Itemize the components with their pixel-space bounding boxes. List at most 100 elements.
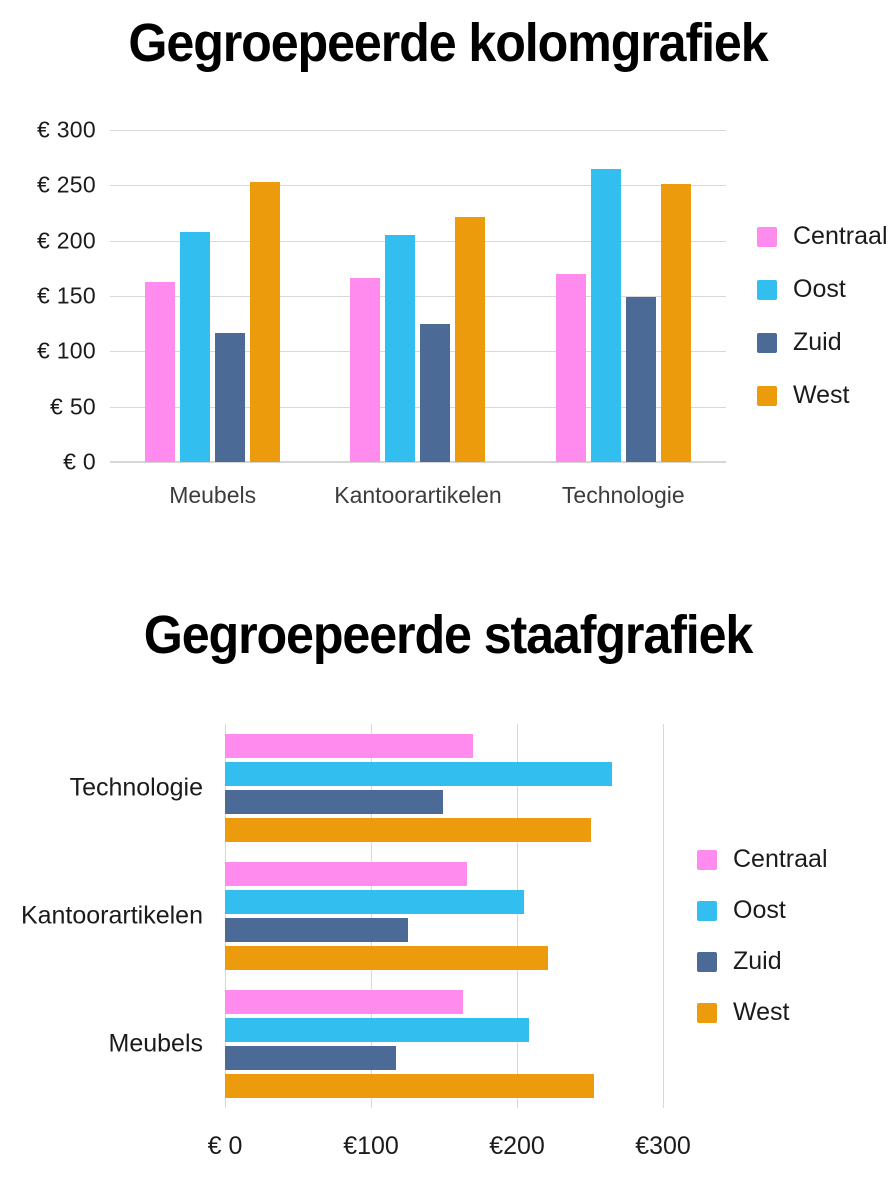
column-bar[interactable] [180, 231, 211, 462]
column-bar[interactable] [215, 332, 246, 462]
column-group-meubels: Meubels [110, 130, 315, 508]
horizontal-bar[interactable] [225, 734, 474, 758]
column-bar[interactable] [555, 273, 586, 462]
legend-swatch-icon [757, 226, 777, 247]
bar-plot-area: € 0 €100 €200 €300 Technologie Kantoorartikel… [21, 724, 691, 1160]
legend-item-label: West [733, 998, 790, 1026]
x-axis-category-label: Technologie [561, 482, 685, 508]
column-legend-item-zuid[interactable]: Zuid [757, 328, 888, 357]
column-bar[interactable] [385, 235, 416, 462]
legend-item-label: Oost [733, 896, 786, 924]
bar-row [225, 734, 663, 758]
horizontal-bar[interactable] [225, 946, 548, 970]
y-axis-category-label: Technologie [69, 773, 203, 802]
column-bar[interactable] [145, 281, 176, 462]
y-axis-category-label: Kantoorartikelen [20, 901, 203, 930]
column-bar[interactable] [660, 184, 691, 462]
bar-legend-item-centraal[interactable]: Centraal [697, 845, 828, 874]
column-chart-legend: Centraal Oost Zuid West [757, 222, 888, 434]
column-bar[interactable] [625, 297, 656, 462]
column-group-kantoorartikelen: Kantoorartikelen [315, 130, 520, 508]
bar-row [225, 990, 663, 1014]
legend-item-label: Zuid [793, 328, 842, 356]
horizontal-bar[interactable] [225, 918, 408, 942]
column-bar[interactable] [250, 182, 281, 462]
x-axis-tick-label: €100 [343, 1132, 399, 1160]
gridline [110, 185, 726, 187]
x-axis-tick-label: € 0 [207, 1132, 243, 1160]
horizontal-bar[interactable] [225, 862, 468, 886]
x-axis-category-label: Meubels [169, 482, 257, 508]
y-axis-tick-label: € 0 [63, 448, 96, 475]
bar-row [225, 762, 663, 786]
legend-item-label: West [793, 381, 850, 409]
bar-row [225, 1046, 663, 1070]
horizontal-bar[interactable] [225, 990, 463, 1014]
column-bar[interactable] [350, 278, 381, 462]
bar-row [225, 890, 663, 914]
bar-row [225, 946, 663, 970]
horizontal-bar[interactable] [225, 1046, 396, 1070]
y-axis-tick-label: € 200 [36, 227, 96, 254]
gridline [371, 724, 372, 1108]
legend-swatch-icon [757, 385, 777, 406]
column-bar[interactable] [455, 217, 486, 462]
column-bar[interactable] [420, 323, 451, 462]
legend-swatch-icon [697, 900, 717, 921]
legend-swatch-icon [697, 1002, 717, 1023]
gridline [663, 724, 664, 1108]
column-legend-item-oost[interactable]: Oost [757, 275, 888, 304]
bar-row [225, 790, 663, 814]
bar-row [225, 1074, 663, 1098]
bar-group-meubels: Meubels [109, 990, 663, 1098]
column-chart-title: Gegroepeerde kolomgrafiek [128, 13, 768, 73]
legend-item-label: Zuid [733, 947, 782, 975]
column-bar[interactable] [590, 168, 621, 462]
horizontal-bar[interactable] [225, 890, 525, 914]
legend-swatch-icon [757, 279, 777, 300]
y-axis-category-label: Meubels [108, 1029, 204, 1058]
x-axis-category-label: Kantoorartikelen [334, 482, 502, 508]
gridline [110, 240, 726, 242]
bar-legend-item-zuid[interactable]: Zuid [697, 947, 828, 976]
horizontal-bar[interactable] [225, 1074, 595, 1098]
y-axis-tick-label: € 250 [36, 171, 96, 198]
horizontal-bar[interactable] [225, 762, 612, 786]
y-axis-tick-label: € 300 [36, 116, 96, 143]
legend-item-label: Oost [793, 275, 846, 303]
x-axis-line [110, 461, 726, 463]
column-plot-area: € 0 € 50 € 100 € 150 € 200 € 250 € 300 Meubels K… [37, 117, 726, 508]
x-axis-tick-label: €200 [489, 1132, 545, 1160]
gridline [110, 296, 726, 297]
horizontal-bar[interactable] [225, 818, 592, 842]
bar-legend-item-west[interactable]: West [697, 998, 828, 1027]
bar-chart: € 0 €100 €200 €300 Technologie Kantoorartikel… [0, 700, 896, 1180]
bar-group-technologie: Technologie [70, 734, 663, 842]
bar-chart-title: Gegroepeerde staafgrafiek [143, 605, 754, 665]
gridline [517, 724, 518, 1108]
bar-row [225, 1018, 663, 1042]
bar-row [225, 862, 663, 886]
column-chart: € 0 € 50 € 100 € 150 € 200 € 250 € 300 Meubels K… [0, 110, 896, 530]
legend-swatch-icon [757, 332, 777, 353]
column-legend-item-west[interactable]: West [757, 381, 888, 410]
horizontal-bar[interactable] [225, 790, 443, 814]
bar-chart-legend: Centraal Oost Zuid West [697, 845, 828, 1049]
bar-group-kantoorartikelen: Kantoorartikelen [21, 862, 663, 970]
gridline [110, 406, 726, 408]
y-axis-tick-label: € 100 [36, 337, 96, 364]
bar-row [225, 918, 663, 942]
x-axis-tick-label: €300 [635, 1132, 691, 1160]
y-axis-tick-label: € 50 [50, 393, 96, 420]
gridline [110, 351, 726, 353]
column-legend-item-centraal[interactable]: Centraal [757, 222, 888, 251]
y-axis-tick-label: € 150 [36, 282, 96, 309]
gridline [110, 130, 726, 131]
bar-legend-item-oost[interactable]: Oost [697, 896, 828, 925]
horizontal-bar[interactable] [225, 1018, 529, 1042]
legend-swatch-icon [697, 951, 717, 972]
gridline [225, 724, 226, 1108]
legend-item-label: Centraal [793, 222, 888, 250]
column-group-technologie: Technologie [521, 130, 726, 508]
